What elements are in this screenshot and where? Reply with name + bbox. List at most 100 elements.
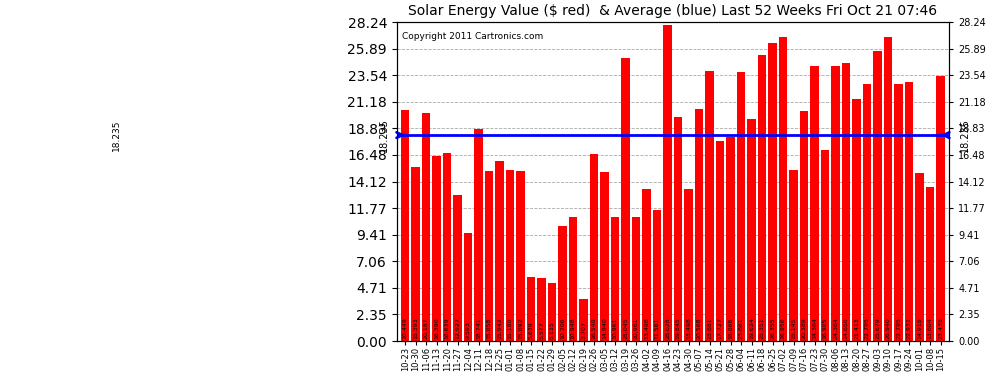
Bar [632,217,641,341]
Bar [506,170,515,341]
Text: 22.795: 22.795 [864,318,869,339]
Bar [443,153,451,341]
Text: 10.948: 10.948 [570,318,575,339]
Text: 11.561: 11.561 [654,318,659,339]
Bar [852,99,861,341]
Text: 19.845: 19.845 [675,318,681,339]
Bar [926,188,935,341]
Bar [863,84,871,341]
Text: 28.028: 28.028 [665,318,670,339]
Text: 15.393: 15.393 [413,318,418,339]
Bar [695,109,703,341]
Text: 23.435: 23.435 [939,318,943,339]
Text: 13.498: 13.498 [644,318,649,339]
Text: 21.413: 21.413 [854,318,859,339]
Bar [579,299,588,341]
Bar [747,119,756,341]
Bar [453,195,462,341]
Bar [548,283,556,341]
Text: 26.956: 26.956 [781,318,786,339]
Text: 10.961: 10.961 [613,318,618,339]
Text: 16.905: 16.905 [823,318,828,339]
Bar [905,82,914,341]
Text: 9.593: 9.593 [465,321,470,339]
Bar [894,84,903,341]
Bar [495,161,504,341]
Bar [842,63,850,341]
Text: 16.639: 16.639 [445,318,449,339]
Bar [779,37,787,341]
Text: 26.355: 26.355 [770,318,775,339]
Text: 5.577: 5.577 [540,322,545,339]
Text: 17.727: 17.727 [718,318,723,339]
Bar [485,171,493,341]
Text: 23.881: 23.881 [707,318,712,339]
Bar [643,189,650,341]
Text: 3.707: 3.707 [581,321,586,339]
Bar [727,137,735,341]
Text: 16.540: 16.540 [592,318,597,339]
Text: 18.068: 18.068 [729,318,734,339]
Bar [422,113,431,341]
Text: 5.639: 5.639 [529,322,534,339]
Text: 5.135: 5.135 [549,322,554,339]
Bar [401,110,410,341]
Bar [569,217,577,341]
Text: 22.795: 22.795 [896,318,901,339]
Bar [884,37,892,341]
Bar [706,71,714,341]
Text: 18.741: 18.741 [476,318,481,339]
Bar [653,210,661,341]
Text: 15.058: 15.058 [487,318,492,339]
Bar [916,172,924,341]
Bar [601,172,609,341]
Text: 18.235: 18.235 [112,119,121,151]
Bar [873,51,882,341]
Bar [758,55,766,341]
Text: 24.650: 24.650 [843,318,848,339]
Bar [737,72,745,341]
Text: Copyright 2011 Cartronics.com: Copyright 2011 Cartronics.com [402,32,544,40]
Text: 25.351: 25.351 [759,318,764,339]
Text: 20.187: 20.187 [424,318,429,339]
Text: 20.568: 20.568 [697,318,702,339]
Bar [832,66,840,341]
Text: 10.206: 10.206 [560,318,565,339]
Bar [590,154,598,341]
Text: 13.498: 13.498 [686,318,691,339]
Text: 10.961: 10.961 [634,318,639,339]
Text: 15.180: 15.180 [508,318,513,339]
Bar [663,24,672,341]
Bar [684,189,693,341]
Bar [538,278,545,341]
Text: 18.235: 18.235 [379,118,389,152]
Bar [768,44,777,341]
Text: 16.390: 16.390 [435,318,440,339]
Bar [517,171,525,341]
Text: 12.927: 12.927 [455,318,460,339]
Bar [789,170,798,341]
Text: 25.679: 25.679 [875,318,880,339]
Text: 20.389: 20.389 [802,318,807,339]
Bar [527,278,536,341]
Bar [474,129,483,341]
Bar [821,150,830,341]
Text: 19.624: 19.624 [749,318,754,339]
Bar [800,111,809,341]
Bar [611,217,620,341]
Text: 24.364: 24.364 [834,318,839,339]
Text: 18.235: 18.235 [960,118,970,152]
Text: 20.449: 20.449 [403,318,408,339]
Bar [464,233,472,341]
Text: 26.940: 26.940 [886,318,891,339]
Text: 23.861: 23.861 [739,318,743,339]
Text: 15.092: 15.092 [518,318,523,339]
Text: 15.942: 15.942 [497,318,502,339]
Bar [937,76,944,341]
Bar [716,141,725,341]
Bar [433,156,441,341]
Text: 24.364: 24.364 [812,318,817,339]
Bar [412,167,420,341]
Bar [811,66,819,341]
Title: Solar Energy Value ($ red)  & Average (blue) Last 52 Weeks Fri Oct 21 07:46: Solar Energy Value ($ red) & Average (bl… [408,4,938,18]
